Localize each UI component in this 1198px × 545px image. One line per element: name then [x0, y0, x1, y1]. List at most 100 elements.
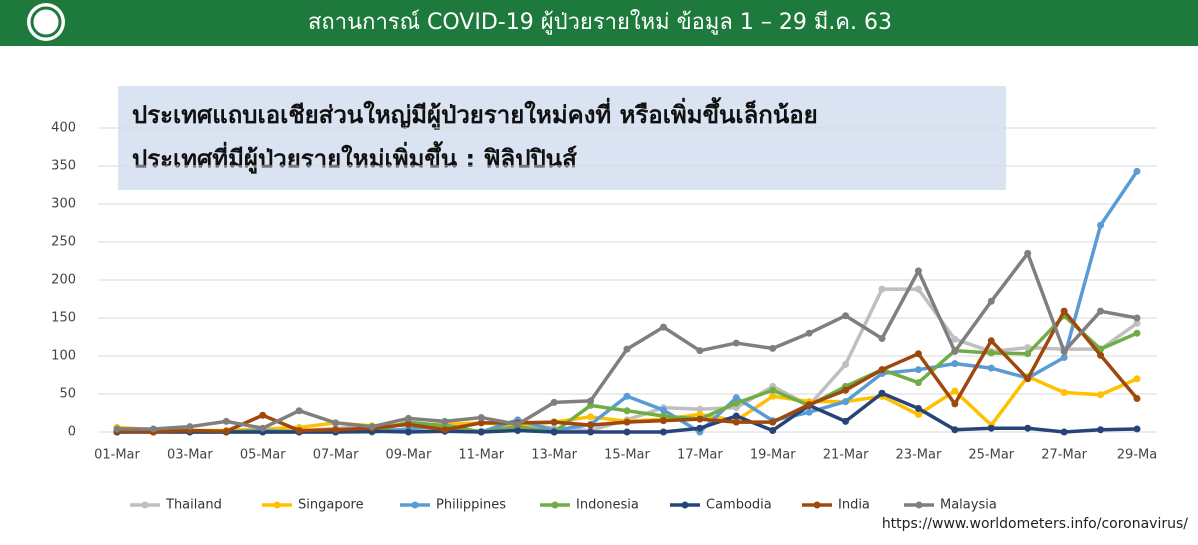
point	[878, 366, 886, 374]
legend-marker	[551, 501, 559, 509]
point	[914, 411, 922, 419]
point	[514, 426, 522, 434]
point	[914, 350, 922, 358]
point	[914, 366, 922, 374]
point	[1133, 314, 1141, 322]
point	[805, 329, 813, 337]
legend-marker	[411, 501, 419, 509]
point	[441, 426, 449, 434]
point	[1097, 426, 1105, 434]
point	[1024, 350, 1032, 358]
point	[659, 406, 667, 414]
point	[259, 424, 267, 432]
point	[550, 428, 558, 436]
x-tick-label: 27-Mar	[1041, 448, 1087, 463]
point	[732, 339, 740, 347]
y-tick-label: 0	[68, 425, 76, 440]
point	[914, 267, 922, 275]
point	[1024, 375, 1032, 383]
point	[914, 404, 922, 412]
point	[951, 400, 959, 408]
point	[914, 379, 922, 387]
point	[769, 386, 777, 394]
point	[1097, 221, 1105, 229]
legend-label: Philippines	[436, 498, 506, 513]
x-tick-label: 13-Mar	[531, 448, 577, 463]
point	[550, 418, 558, 426]
point	[477, 419, 485, 427]
point	[222, 427, 230, 435]
point	[769, 344, 777, 352]
point	[951, 426, 959, 434]
point	[1133, 425, 1141, 433]
point	[587, 428, 595, 436]
point	[878, 389, 886, 397]
x-tick-label: 25-Mar	[968, 448, 1014, 463]
point	[404, 420, 412, 428]
point	[368, 423, 376, 431]
point	[623, 345, 631, 353]
point	[404, 414, 412, 422]
point	[1060, 347, 1068, 355]
point	[332, 419, 340, 427]
x-tick-label: 29-Ma	[1117, 448, 1157, 463]
y-tick-label: 400	[51, 121, 76, 136]
legend-marker	[681, 501, 689, 509]
point	[441, 417, 449, 425]
x-tick-label: 17-Mar	[677, 448, 723, 463]
point	[696, 405, 704, 413]
point	[842, 360, 850, 368]
point	[769, 426, 777, 434]
x-tick-label: 15-Mar	[604, 448, 650, 463]
x-tick-label: 23-Mar	[896, 448, 942, 463]
legend-label: Thailand	[165, 498, 222, 513]
point	[477, 414, 485, 422]
point	[1024, 249, 1032, 257]
x-tick-label: 19-Mar	[750, 448, 796, 463]
point	[732, 399, 740, 407]
point	[659, 428, 667, 436]
point	[732, 412, 740, 420]
legend-label: Cambodia	[706, 498, 772, 513]
point	[1060, 307, 1068, 315]
y-tick-label: 250	[51, 235, 76, 250]
annotation: ประเทศแถบเอเชียส่วนใหญ่มีผู้ป่วยรายใหม่ค…	[132, 96, 818, 130]
legend-marker	[915, 501, 923, 509]
point	[696, 424, 704, 432]
point	[732, 418, 740, 426]
point	[222, 417, 230, 425]
chart-title: สถานการณ์ COVID-19 ผู้ป่วยรายใหม่ ข้อมูล…	[308, 9, 892, 35]
point	[1133, 167, 1141, 175]
x-tick-label: 01-Mar	[94, 448, 140, 463]
point	[113, 425, 121, 433]
point	[295, 426, 303, 434]
legend-label: Malaysia	[940, 498, 997, 513]
point	[878, 335, 886, 343]
series-line	[116, 313, 1138, 434]
point	[186, 423, 194, 431]
legend-marker	[813, 501, 821, 509]
y-tick-label: 150	[51, 311, 76, 326]
point	[696, 347, 704, 355]
point	[295, 407, 303, 415]
annotation-box	[118, 86, 1006, 190]
legend-label: Singapore	[298, 498, 364, 513]
point	[1060, 388, 1068, 396]
point	[914, 285, 922, 293]
point	[696, 415, 704, 423]
point	[842, 312, 850, 320]
y-tick-label: 300	[51, 197, 76, 212]
point	[732, 394, 740, 402]
point	[1133, 375, 1141, 383]
point	[1024, 424, 1032, 432]
source: https://www.worldometers.info/coronaviru…	[882, 516, 1188, 532]
y-tick-label: 100	[51, 349, 76, 364]
legend-marker	[141, 501, 149, 509]
x-tick-label: 05-Mar	[240, 448, 286, 463]
legend-marker	[273, 501, 281, 509]
point	[769, 418, 777, 426]
point	[332, 426, 340, 434]
header-bar	[0, 0, 1198, 46]
legend-label: Indonesia	[576, 498, 639, 513]
